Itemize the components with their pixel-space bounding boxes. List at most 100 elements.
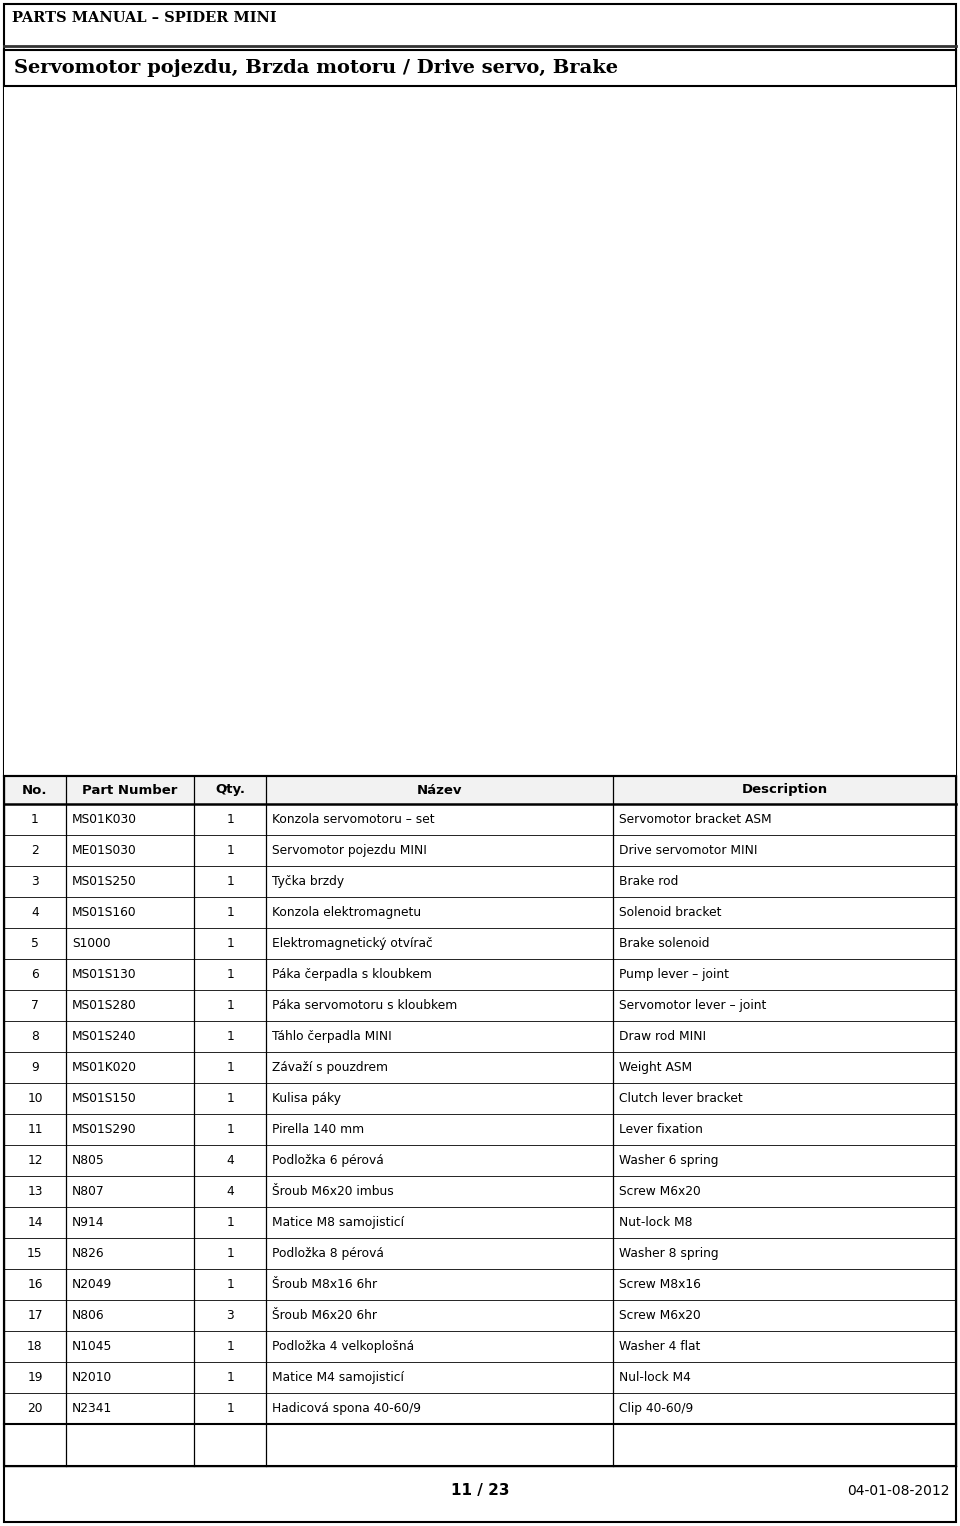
Text: 1: 1 — [31, 813, 38, 826]
Text: 1: 1 — [227, 1061, 234, 1074]
Text: Screw M6x20: Screw M6x20 — [619, 1186, 701, 1198]
Text: 9: 9 — [31, 1061, 38, 1074]
Bar — [4, 50, 956, 85]
Text: 04-01-08-2012: 04-01-08-2012 — [848, 1483, 950, 1499]
Text: Screw M8x16: Screw M8x16 — [619, 1277, 701, 1291]
Text: Clutch lever bracket: Clutch lever bracket — [619, 1093, 743, 1105]
Text: N914: N914 — [72, 1216, 105, 1228]
Text: 2: 2 — [31, 844, 38, 858]
Text: 1: 1 — [227, 1030, 234, 1042]
Text: 5: 5 — [31, 937, 38, 951]
Text: 11: 11 — [27, 1123, 42, 1135]
Text: 13: 13 — [27, 1186, 42, 1198]
Text: Tyčka brzdy: Tyčka brzdy — [272, 874, 344, 888]
Text: N806: N806 — [72, 1309, 105, 1322]
Text: 20: 20 — [27, 1402, 42, 1415]
Text: Servomotor bracket ASM: Servomotor bracket ASM — [619, 813, 772, 826]
Text: Washer 8 spring: Washer 8 spring — [619, 1247, 719, 1260]
Bar — [4, 85, 956, 777]
Text: Solenoid bracket: Solenoid bracket — [619, 906, 722, 919]
Text: MS01S130: MS01S130 — [72, 967, 136, 981]
Text: Clip 40-60/9: Clip 40-60/9 — [619, 1402, 693, 1415]
Text: Qty.: Qty. — [215, 783, 245, 797]
Text: 1: 1 — [227, 813, 234, 826]
Text: MS01S290: MS01S290 — [72, 1123, 136, 1135]
Text: 15: 15 — [27, 1247, 43, 1260]
Text: N807: N807 — [72, 1186, 105, 1198]
Text: MS01S150: MS01S150 — [72, 1093, 136, 1105]
Text: Šroub M6x20 6hr: Šroub M6x20 6hr — [272, 1309, 376, 1322]
Text: N1045: N1045 — [72, 1340, 112, 1354]
Text: 1: 1 — [227, 1216, 234, 1228]
Text: 1: 1 — [227, 967, 234, 981]
Text: Brake rod: Brake rod — [619, 874, 679, 888]
Text: Závaží s pouzdrem: Závaží s pouzdrem — [272, 1061, 388, 1074]
Text: 17: 17 — [27, 1309, 42, 1322]
Text: Pump lever – joint: Pump lever – joint — [619, 967, 730, 981]
Text: N2049: N2049 — [72, 1277, 112, 1291]
Text: Páka čerpadla s kloubkem: Páka čerpadla s kloubkem — [272, 967, 432, 981]
Text: 12: 12 — [27, 1154, 42, 1167]
Text: 3: 3 — [31, 874, 38, 888]
Text: Draw rod MINI: Draw rod MINI — [619, 1030, 707, 1042]
Text: 3: 3 — [227, 1309, 234, 1322]
Text: 1: 1 — [227, 1093, 234, 1105]
Bar — [4, 777, 956, 804]
Text: 4: 4 — [227, 1154, 234, 1167]
Text: 1: 1 — [227, 1000, 234, 1012]
Text: Matice M4 samojisticí: Matice M4 samojisticí — [272, 1370, 403, 1384]
Text: Servomotor pojezdu MINI: Servomotor pojezdu MINI — [272, 844, 426, 858]
Text: N2341: N2341 — [72, 1402, 112, 1415]
Text: Drive servomotor MINI: Drive servomotor MINI — [619, 844, 757, 858]
Text: S1000: S1000 — [72, 937, 110, 951]
Text: MS01K030: MS01K030 — [72, 813, 137, 826]
Text: Servomotor pojezdu, Brzda motoru / Drive servo, Brake: Servomotor pojezdu, Brzda motoru / Drive… — [14, 60, 618, 76]
Text: 7: 7 — [31, 1000, 38, 1012]
Text: MS01S160: MS01S160 — [72, 906, 136, 919]
Text: Konzola servomotoru – set: Konzola servomotoru – set — [272, 813, 435, 826]
Text: 4: 4 — [31, 906, 38, 919]
Text: N826: N826 — [72, 1247, 105, 1260]
Text: Description: Description — [741, 783, 828, 797]
Text: 1: 1 — [227, 1123, 234, 1135]
Text: 1: 1 — [227, 844, 234, 858]
Text: Washer 4 flat: Washer 4 flat — [619, 1340, 701, 1354]
Text: Šroub M8x16 6hr: Šroub M8x16 6hr — [272, 1277, 377, 1291]
Text: Nul-lock M4: Nul-lock M4 — [619, 1370, 691, 1384]
Text: Název: Název — [417, 783, 463, 797]
Text: 16: 16 — [27, 1277, 42, 1291]
Text: Part Number: Part Number — [83, 783, 178, 797]
Text: N805: N805 — [72, 1154, 105, 1167]
Text: Matice M8 samojisticí: Matice M8 samojisticí — [272, 1216, 404, 1228]
Text: Konzola elektromagnetu: Konzola elektromagnetu — [272, 906, 420, 919]
Text: Washer 6 spring: Washer 6 spring — [619, 1154, 719, 1167]
Text: 1: 1 — [227, 1340, 234, 1354]
Text: Podložka 6 pérová: Podložka 6 pérová — [272, 1154, 384, 1167]
Text: Brake solenoid: Brake solenoid — [619, 937, 709, 951]
Text: 6: 6 — [31, 967, 38, 981]
Text: 1: 1 — [227, 874, 234, 888]
Text: Lever fixation: Lever fixation — [619, 1123, 703, 1135]
Text: ME01S030: ME01S030 — [72, 844, 136, 858]
Text: Podložka 8 pérová: Podložka 8 pérová — [272, 1247, 384, 1260]
Text: Hadicová spona 40-60/9: Hadicová spona 40-60/9 — [272, 1402, 420, 1415]
Text: Kulisa páky: Kulisa páky — [272, 1093, 341, 1105]
Text: Elektromagnetický otvírač: Elektromagnetický otvírač — [272, 937, 433, 951]
Text: 11 / 23: 11 / 23 — [451, 1483, 509, 1499]
Text: Servomotor lever – joint: Servomotor lever – joint — [619, 1000, 767, 1012]
Text: Weight ASM: Weight ASM — [619, 1061, 692, 1074]
Text: 1: 1 — [227, 937, 234, 951]
Text: N2010: N2010 — [72, 1370, 112, 1384]
Text: MS01K020: MS01K020 — [72, 1061, 137, 1074]
Text: PARTS MANUAL – SPIDER MINI: PARTS MANUAL – SPIDER MINI — [12, 11, 276, 24]
Text: MS01S240: MS01S240 — [72, 1030, 136, 1042]
Text: 1: 1 — [227, 1277, 234, 1291]
Text: Screw M6x20: Screw M6x20 — [619, 1309, 701, 1322]
Text: Pirella 140 mm: Pirella 140 mm — [272, 1123, 364, 1135]
Text: 10: 10 — [27, 1093, 42, 1105]
Text: 14: 14 — [27, 1216, 42, 1228]
Bar — [4, 777, 956, 1466]
Text: 18: 18 — [27, 1340, 43, 1354]
Text: MS01S280: MS01S280 — [72, 1000, 136, 1012]
Text: Páka servomotoru s kloubkem: Páka servomotoru s kloubkem — [272, 1000, 457, 1012]
